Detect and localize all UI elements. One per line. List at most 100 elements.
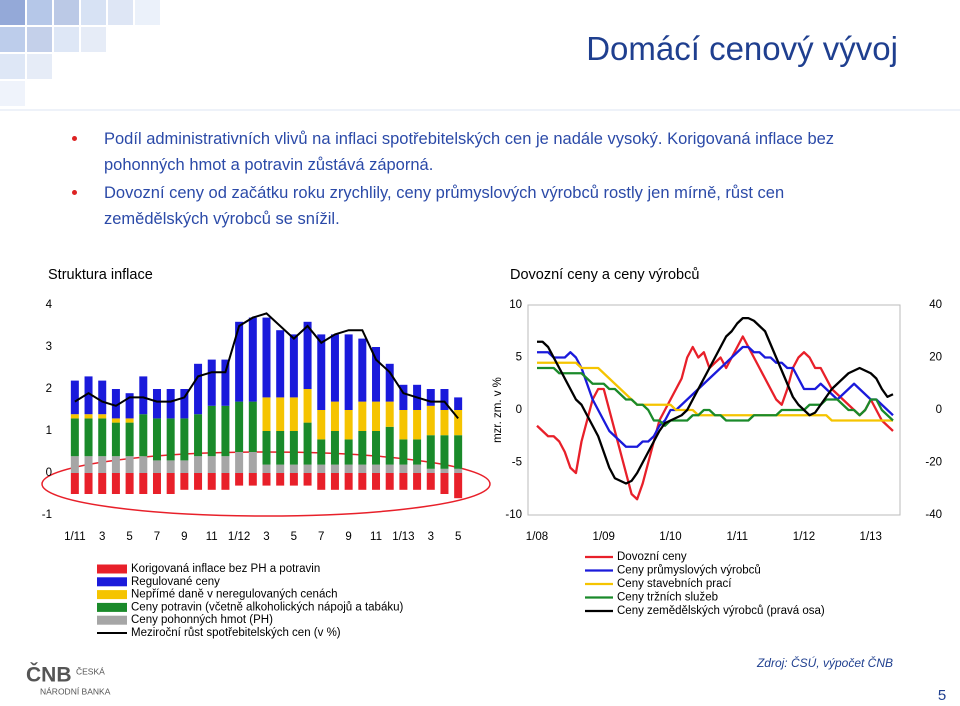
bar-segment [426,389,435,406]
bar-segment [98,418,107,457]
line-series [537,345,894,448]
bar-segment [111,389,120,419]
y2-tick-label: 0 [936,404,942,416]
bar-segment [98,473,107,494]
bar-segment [372,464,381,473]
bar-segment [262,317,271,398]
bar-segment [194,456,203,473]
bar-segment [385,401,394,427]
bar-segment [248,401,257,452]
y-tick-label: 1 [46,425,52,437]
bar-segment [194,414,203,457]
bar-segment [330,464,339,473]
legend-label: Dovozní ceny [617,551,687,563]
x-tick-label: 11 [206,531,218,543]
x-tick-label: 1/09 [593,531,615,543]
legend-swatch [97,564,127,574]
bar-segment [207,456,216,473]
bar-segment [440,435,449,469]
bar-segment [276,464,285,473]
y-tick-label: -1 [42,509,52,521]
y-tick-label: -10 [505,509,522,521]
bar-segment [262,431,271,465]
bar-segment [454,397,463,410]
x-tick-label: 3 [99,531,105,543]
bar-segment [454,435,463,469]
bar-segment [413,439,422,465]
header-mosaic [0,0,160,106]
y2-tick-label: 20 [929,352,942,364]
bar-segment [152,418,161,461]
bar-segment [399,473,408,490]
x-tick-label: 1/11 [726,531,748,543]
bar-segment [413,464,422,473]
bar-segment [194,363,203,415]
bar-segment [84,418,93,457]
line-series [537,316,894,485]
bar-segment [235,321,244,402]
bar-segment [303,422,312,465]
bar-segment [276,397,285,431]
bar-segment [440,410,449,436]
bar-segment [166,473,175,494]
bar-segment [358,473,367,490]
bar-segment [289,397,298,431]
bar-segment [111,418,120,423]
bar-segment [98,456,107,473]
bar-segment [440,389,449,410]
bar-segment [248,317,257,402]
bar-segment [317,473,326,490]
y-tick-label: -5 [512,457,522,469]
bar-segment [235,473,244,486]
bar-segment [413,473,422,490]
bar-segment [454,468,463,473]
y2-tick-label: -20 [925,457,942,469]
y-tick-label: 5 [516,352,522,364]
y-axis-label: mzr. zm. v % [492,377,504,443]
x-tick-label: 1/12 [793,531,815,543]
bar-segment [330,431,339,465]
y-tick-label: 3 [46,341,52,353]
bar-segment [248,473,257,486]
bar-segment [330,473,339,490]
x-tick-label: 1/10 [659,531,681,543]
bar-segment [385,473,394,490]
bar-segment [426,473,435,490]
bar-segment [248,452,257,473]
x-tick-label: 3 [428,531,434,543]
plot-frame [527,304,901,516]
y-tick-label: 4 [46,299,53,311]
legend-label: Ceny zemědělských výrobců (pravá osa) [617,605,825,617]
bar-segment [152,389,161,419]
bar-segment [317,410,326,440]
bar-segment [221,456,230,473]
bar-segment [330,334,339,402]
x-tick-label: 5 [455,531,461,543]
bar-segment [372,347,381,402]
bar-segment [344,334,353,410]
bar-segment [70,473,79,494]
bar-segment [344,439,353,465]
bar-segment [358,401,367,431]
bar-segment [235,401,244,452]
legend-label: Regulované ceny [131,576,220,588]
bar-segment [139,473,148,494]
x-tick-label: 9 [181,531,187,543]
bar-segment [180,389,189,419]
y-tick-label: 10 [509,299,522,311]
chart-title: Dovozní ceny a ceny výrobců [510,267,699,283]
bar-segment [70,414,79,419]
x-tick-label: 5 [126,531,132,543]
bar-segment [125,473,134,494]
bar-segment [426,405,435,436]
bar-segment [125,456,134,473]
bar-segment [262,464,271,473]
bar-segment [372,473,381,490]
bar-segment [207,473,216,490]
bar-segment [111,473,120,494]
y-tick-label: 0 [516,404,522,416]
legend-swatch [97,577,127,587]
bullet: Podíl administrativních vlivů na inflaci… [72,126,872,178]
